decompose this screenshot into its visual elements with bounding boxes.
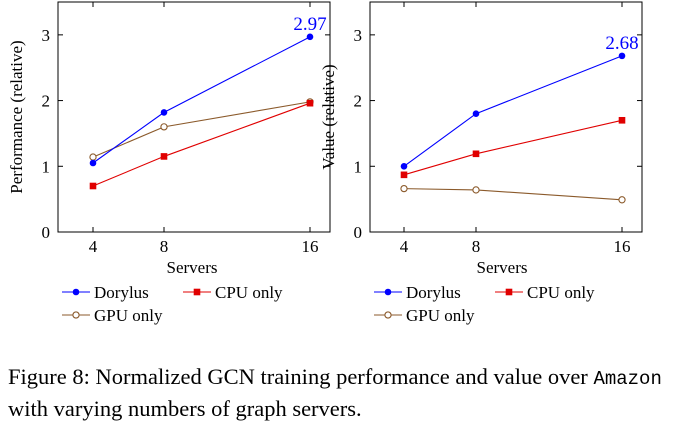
legend-marker xyxy=(384,288,392,296)
series-line-0 xyxy=(92,36,311,164)
figure-canvas: 0 1 2 3 4 8 16 Servers Performance (relative) 2.9… xyxy=(7,1,643,325)
data-point xyxy=(306,33,314,41)
data-point xyxy=(160,109,168,116)
data-point xyxy=(472,186,480,194)
data-point xyxy=(400,171,408,179)
legend-label: GPU only xyxy=(94,306,163,325)
data-point xyxy=(89,182,97,190)
data-point xyxy=(472,150,480,158)
data-point xyxy=(400,162,408,170)
caption-text: Figure 8: Normalized GCN training perfor… xyxy=(8,364,594,389)
series-line-1 xyxy=(403,119,623,176)
caption-text-end: with varying numbers of graph servers. xyxy=(8,396,362,421)
plot-frame xyxy=(369,1,643,233)
x-tick-label: 4 xyxy=(400,237,409,256)
data-point xyxy=(618,116,626,124)
x-tick-label: 8 xyxy=(472,237,481,256)
data-point xyxy=(472,110,480,118)
x-tick-label: 16 xyxy=(614,237,631,256)
data-point xyxy=(160,123,168,131)
legend-marker xyxy=(505,288,513,296)
legend-label: GPU only xyxy=(406,306,475,325)
x-tick-label: 4 xyxy=(89,237,98,256)
data-point xyxy=(306,99,314,107)
y-axis-label: Value (relative) xyxy=(319,64,338,169)
x-axis-label: Servers xyxy=(477,258,528,277)
legend: Dorylus CPU only GPU only xyxy=(374,283,595,325)
legend-marker xyxy=(193,288,201,296)
series-line-0 xyxy=(403,55,623,167)
y-tick-label: 3 xyxy=(42,26,51,45)
caption-dataset: Amazon xyxy=(593,368,662,390)
y-tick-label: 1 xyxy=(354,157,363,176)
chart-performance: 0 1 2 3 4 8 16 Servers Performance (relative) 2.9… xyxy=(7,1,331,325)
plot-frame xyxy=(57,1,331,233)
figure-caption: Figure 8: Normalized GCN training perfor… xyxy=(8,362,672,424)
data-label: 2.68 xyxy=(605,33,638,54)
x-axis-label: Servers xyxy=(167,258,218,277)
x-tick-label: 8 xyxy=(160,237,169,256)
y-tick-label: 2 xyxy=(354,92,363,111)
y-tick-label: 2 xyxy=(42,92,51,111)
y-axis-label: Performance (relative) xyxy=(7,40,26,193)
series-line-2 xyxy=(92,101,311,158)
legend-marker xyxy=(72,288,80,296)
x-tick-label: 16 xyxy=(302,237,319,256)
legend-label: Dorylus xyxy=(406,283,461,302)
data-point xyxy=(89,159,97,167)
legend-marker xyxy=(384,311,392,319)
y-tick-label: 0 xyxy=(354,223,363,242)
chart-value: 0 1 2 3 4 8 16 Servers Value (relative) 2.68 Doryl… xyxy=(319,1,643,325)
data-label: 2.97 xyxy=(293,14,326,35)
y-tick-label: 3 xyxy=(354,26,363,45)
series-line-1 xyxy=(92,102,311,187)
legend-label: Dorylus xyxy=(94,283,149,302)
legend: Dorylus CPU only GPU only xyxy=(62,283,283,325)
data-point xyxy=(89,153,97,161)
y-tick-label: 1 xyxy=(42,157,51,176)
data-point xyxy=(160,153,168,160)
series-line-2 xyxy=(403,188,623,201)
y-tick-label: 0 xyxy=(42,223,51,242)
data-point xyxy=(618,52,626,60)
legend-marker xyxy=(72,311,80,319)
legend-label: CPU only xyxy=(215,283,283,302)
data-point xyxy=(618,196,626,204)
data-point xyxy=(400,184,408,193)
legend-label: CPU only xyxy=(527,283,595,302)
